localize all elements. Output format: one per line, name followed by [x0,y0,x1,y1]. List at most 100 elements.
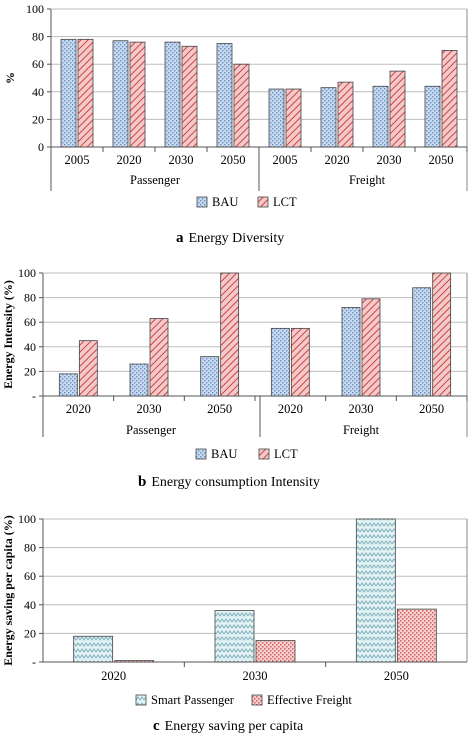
y-tick-label: 20 [24,626,36,640]
y-tick-label: 100 [18,266,36,280]
y-tick-label: 100 [26,2,44,16]
group-label: Freight [343,423,380,437]
bar-lct [181,45,198,148]
legend-swatch [257,196,269,208]
x-tick-label: 2050 [384,669,409,683]
figure-caption: b Energy consumption Intensity [138,474,320,490]
legend-swatch [135,694,147,706]
bar-lct [77,38,94,148]
bar-lct [389,70,406,148]
bar-lct [432,272,452,397]
y-tick-label: 80 [24,291,36,305]
bar-bau [424,85,441,148]
legend-label: LCT [274,447,298,461]
y-tick-label: 0 [38,140,44,154]
figure-caption: c Energy saving per capita [153,718,304,734]
group-label: Passenger [130,173,181,187]
bar-bau [320,87,337,148]
x-tick-label: 2005 [273,153,298,167]
bar-lct [233,63,250,148]
legend-swatch [196,196,208,208]
bar-smart-passenger [355,518,396,663]
x-tick-label: 2020 [278,402,303,416]
y-tick-label: - [32,655,36,669]
bar-lct [361,298,381,397]
x-tick-label: 2030 [243,669,268,683]
y-tick-label: 40 [32,85,44,99]
bar-lct [337,81,354,148]
x-tick-label: 2020 [325,153,350,167]
y-axis-title: Energy saving per capita (%) [1,515,15,665]
bar-lct [441,50,458,148]
y-tick-label: 60 [24,569,36,583]
caption-text: Energy Diversity [189,231,285,246]
bar-bau [372,85,389,148]
x-tick-label: 2030 [169,153,194,167]
bar-bau [129,363,149,397]
bar-effective-freight [396,608,437,663]
bar-effective-freight [114,660,155,663]
y-tick-label: 60 [24,315,36,329]
bar-lct [129,41,146,148]
x-tick-label: 2020 [117,153,142,167]
y-axis-title: % [3,72,17,84]
bar-lct [290,327,310,397]
x-tick-label: 2050 [207,402,232,416]
caption-letter: b [138,474,146,490]
y-tick-label: 20 [32,112,44,126]
y-tick-label: 40 [24,598,36,612]
bar-lct [285,88,302,148]
group-label: Passenger [126,423,177,437]
bar-bau [270,327,290,397]
bar-smart-passenger [214,610,255,663]
x-tick-label: 2030 [137,402,162,416]
x-tick-label: 2050 [419,402,444,416]
y-tick-label: 40 [24,340,36,354]
legend-label: BAU [211,447,237,461]
x-tick-label: 2030 [349,402,374,416]
y-tick-label: - [32,389,36,403]
bar-smart-passenger [73,635,114,663]
x-tick-label: 2050 [429,153,454,167]
caption-letter: a [176,230,184,246]
legend-swatch [258,448,270,460]
x-tick-label: 2005 [65,153,90,167]
y-tick-label: 100 [18,512,36,526]
x-tick-label: 2020 [66,402,91,416]
y-tick-label: 80 [32,30,44,44]
bar-effective-freight [255,640,296,663]
legend-swatch [195,448,207,460]
x-tick-label: 2050 [221,153,246,167]
chart-a: 0 20 40 60 80 100% 2005 2020 2030 2050 2005 2020 203… [3,2,468,246]
bar-lct [220,272,240,397]
figure-caption: a Energy Diversity [176,230,284,246]
bar-bau [60,38,77,148]
caption-text: Energy saving per capita [165,719,304,734]
bar-bau [58,373,78,397]
y-tick-label: 20 [24,364,36,378]
caption-letter: c [153,718,160,734]
legend-label: Smart Passenger [151,693,235,707]
y-tick-label: 80 [24,541,36,555]
x-tick-label: 2030 [377,153,402,167]
bar-bau [412,287,432,397]
y-tick-label: 60 [32,57,44,71]
bar-bau [341,307,361,397]
y-axis-title: Energy Intensity (%) [1,280,15,389]
bar-lct [78,340,98,397]
legend-label: LCT [273,195,297,209]
bar-bau [200,356,220,397]
legend-label: Effective Freight [267,693,352,707]
bar-bau [216,43,233,148]
bar-bau [164,41,181,148]
legend-swatch [251,694,263,706]
x-tick-label: 2020 [101,669,126,683]
group-label: Freight [349,173,386,187]
bar-bau [268,88,285,148]
bar-bau [112,40,129,148]
legend-label: BAU [212,195,238,209]
bar-lct [149,318,169,397]
